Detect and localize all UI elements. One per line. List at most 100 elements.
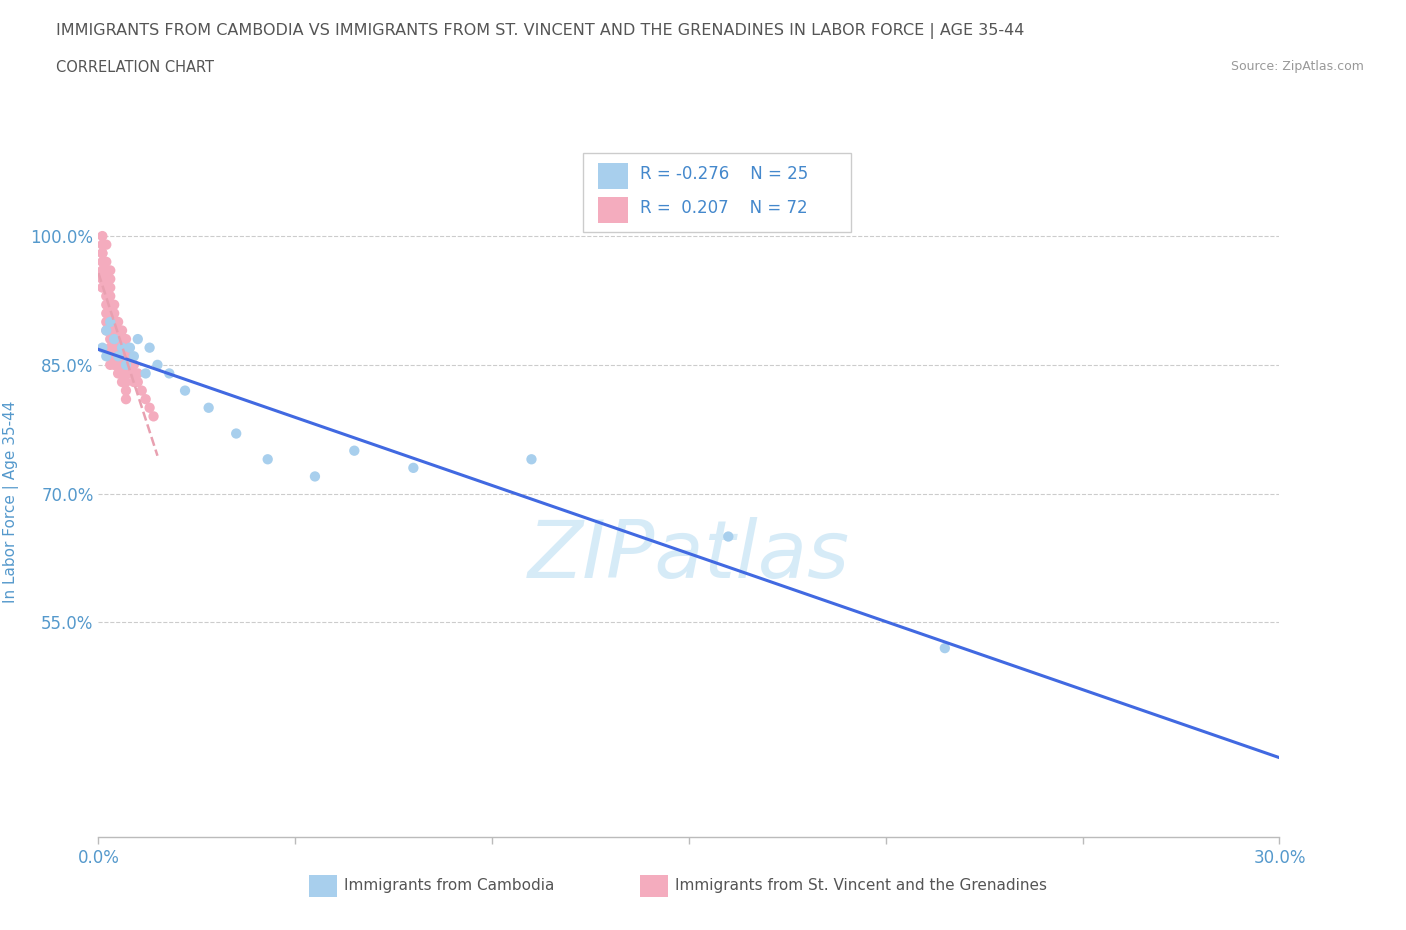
Point xyxy=(103,298,125,312)
Point xyxy=(122,366,145,381)
Point xyxy=(107,366,129,381)
Point xyxy=(122,357,145,372)
Point xyxy=(256,452,278,467)
Point xyxy=(96,255,118,270)
Point xyxy=(111,366,134,381)
Point xyxy=(96,263,118,278)
Point xyxy=(91,340,114,355)
Point xyxy=(717,529,740,544)
Point xyxy=(115,332,138,347)
Point xyxy=(138,340,160,355)
Point xyxy=(96,237,118,252)
Point xyxy=(96,263,118,278)
Point xyxy=(91,255,114,270)
Point xyxy=(304,469,326,484)
Point xyxy=(107,323,129,338)
Point xyxy=(103,357,125,372)
Point xyxy=(115,357,138,372)
Point xyxy=(98,340,121,355)
Point xyxy=(138,400,160,415)
Point xyxy=(96,314,118,329)
Point xyxy=(98,314,121,329)
Point xyxy=(96,298,118,312)
Point xyxy=(98,332,121,347)
Point xyxy=(111,340,134,355)
Point xyxy=(91,263,114,278)
Text: R =  0.207    N = 72: R = 0.207 N = 72 xyxy=(640,199,807,218)
Text: Source: ZipAtlas.com: Source: ZipAtlas.com xyxy=(1230,60,1364,73)
Point xyxy=(111,323,134,338)
Point xyxy=(118,349,141,364)
Text: CORRELATION CHART: CORRELATION CHART xyxy=(56,60,214,75)
Point xyxy=(343,444,366,458)
Point xyxy=(934,641,956,656)
Point xyxy=(98,314,121,329)
Point xyxy=(91,229,114,244)
Point xyxy=(96,306,118,321)
Point xyxy=(91,272,114,286)
Point xyxy=(98,323,121,338)
Point xyxy=(111,357,134,372)
Point xyxy=(135,392,157,406)
Point xyxy=(96,323,118,338)
Point xyxy=(91,237,114,252)
Point xyxy=(115,349,138,364)
Point xyxy=(103,349,125,364)
Point xyxy=(107,349,129,364)
Point xyxy=(115,340,138,355)
Point xyxy=(127,375,149,390)
Point xyxy=(135,366,157,381)
Point xyxy=(157,366,180,381)
Text: Immigrants from Cambodia: Immigrants from Cambodia xyxy=(344,878,555,893)
Point xyxy=(96,280,118,295)
Point xyxy=(98,306,121,321)
Point xyxy=(107,332,129,347)
Point xyxy=(122,349,145,364)
Point xyxy=(127,366,149,381)
Point xyxy=(98,263,121,278)
Point xyxy=(402,460,425,475)
Point xyxy=(111,332,134,347)
Point xyxy=(96,349,118,364)
Point xyxy=(103,340,125,355)
Point xyxy=(103,306,125,321)
Text: R = -0.276    N = 25: R = -0.276 N = 25 xyxy=(640,165,808,183)
Point xyxy=(107,340,129,355)
Point xyxy=(115,392,138,406)
Point xyxy=(115,375,138,390)
Point xyxy=(103,323,125,338)
Point xyxy=(98,298,121,312)
Point xyxy=(91,246,114,260)
Point xyxy=(98,349,121,364)
Point xyxy=(115,366,138,381)
Point xyxy=(96,323,118,338)
Point xyxy=(174,383,197,398)
Point xyxy=(98,272,121,286)
Point xyxy=(111,375,134,390)
Point xyxy=(103,332,125,347)
Point xyxy=(127,332,149,347)
Point xyxy=(98,288,121,303)
Point xyxy=(98,280,121,295)
Point xyxy=(225,426,247,441)
Y-axis label: In Labor Force | Age 35-44: In Labor Force | Age 35-44 xyxy=(3,401,20,604)
Point xyxy=(146,357,169,372)
Point xyxy=(118,340,141,355)
Point xyxy=(197,400,219,415)
Text: ZIPatlas: ZIPatlas xyxy=(527,517,851,595)
Point xyxy=(91,280,114,295)
Point xyxy=(142,409,165,424)
Point xyxy=(107,314,129,329)
Point xyxy=(131,383,153,398)
Point xyxy=(96,288,118,303)
Point xyxy=(115,357,138,372)
Point xyxy=(111,340,134,355)
Point xyxy=(107,349,129,364)
Point xyxy=(115,383,138,398)
Point xyxy=(111,349,134,364)
Point xyxy=(98,357,121,372)
Point xyxy=(118,366,141,381)
Point xyxy=(520,452,543,467)
Point xyxy=(91,246,114,260)
Point xyxy=(96,272,118,286)
